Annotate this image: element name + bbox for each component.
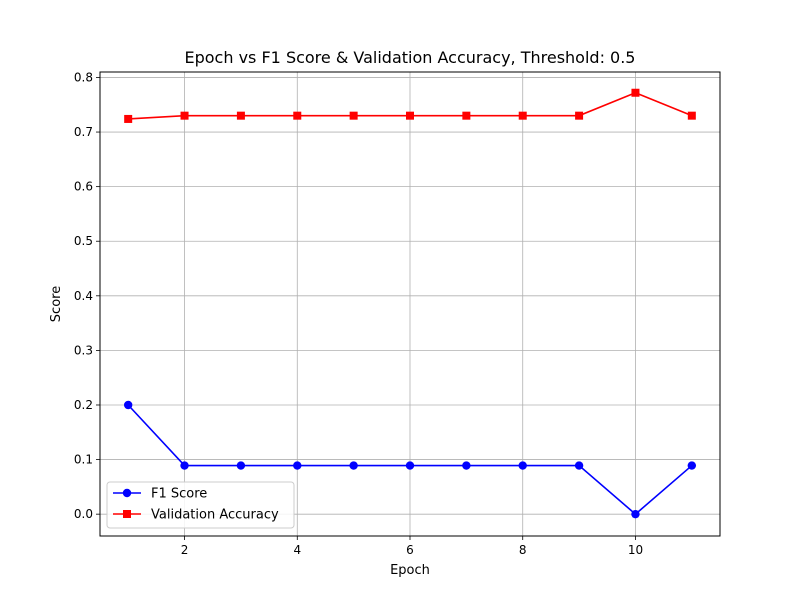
series-1 bbox=[124, 88, 696, 123]
legend: F1 Score Validation Accuracy bbox=[106, 481, 295, 529]
x-tick-label: 8 bbox=[519, 543, 527, 557]
x-tick-label: 6 bbox=[406, 543, 414, 557]
data-point bbox=[124, 114, 133, 123]
legend-box bbox=[106, 481, 295, 529]
data-point bbox=[236, 111, 245, 120]
legend-entry: F1 Score bbox=[113, 487, 207, 502]
legend-entry: Validation Accuracy bbox=[113, 508, 279, 523]
legend-label: Validation Accuracy bbox=[151, 508, 279, 523]
x-tick-label: 4 bbox=[293, 543, 301, 557]
data-point bbox=[180, 461, 189, 470]
legend-label: F1 Score bbox=[151, 487, 207, 502]
x-tick-label: 10 bbox=[628, 543, 643, 557]
legend-marker bbox=[122, 488, 132, 498]
data-point bbox=[462, 111, 471, 120]
data-point bbox=[236, 461, 246, 470]
data-point bbox=[518, 461, 527, 470]
data-point bbox=[293, 461, 302, 470]
y-tick-label: 0.2 bbox=[74, 398, 93, 412]
legend-marker bbox=[123, 510, 131, 518]
y-axis: 0.0 0.1 0.2 0.3 0.4 0.5 0.6 0.7 0.8 bbox=[74, 70, 100, 521]
data-point bbox=[631, 88, 640, 97]
y-tick-label: 0.6 bbox=[74, 180, 93, 194]
y-tick-label: 0.4 bbox=[74, 289, 93, 303]
y-tick-label: 0.7 bbox=[74, 125, 93, 139]
series-layer bbox=[123, 88, 697, 519]
y-tick-label: 0.0 bbox=[74, 507, 93, 521]
data-point bbox=[518, 111, 527, 120]
data-point bbox=[631, 509, 640, 519]
data-point bbox=[293, 111, 302, 120]
data-point bbox=[123, 400, 133, 410]
data-point bbox=[687, 461, 697, 470]
x-axis: 2 4 6 8 10 bbox=[181, 536, 643, 557]
x-axis-label: Epoch bbox=[390, 563, 430, 578]
y-tick-label: 0.3 bbox=[74, 343, 93, 357]
y-axis-label: Score bbox=[49, 286, 64, 322]
data-point bbox=[575, 111, 584, 120]
data-point bbox=[405, 461, 415, 470]
x-tick-label: 2 bbox=[181, 543, 189, 557]
series-0 bbox=[123, 400, 697, 519]
data-point bbox=[406, 111, 414, 120]
data-point bbox=[462, 461, 471, 470]
data-point bbox=[687, 111, 696, 120]
chart-title: Epoch vs F1 Score & Validation Accuracy,… bbox=[185, 48, 636, 67]
y-tick-label: 0.5 bbox=[74, 234, 93, 248]
data-point bbox=[180, 111, 189, 120]
y-tick-label: 0.8 bbox=[74, 70, 93, 84]
data-point bbox=[574, 461, 584, 470]
y-tick-label: 0.1 bbox=[74, 453, 93, 467]
data-point bbox=[349, 461, 358, 470]
data-point bbox=[349, 111, 358, 120]
grid bbox=[100, 72, 720, 536]
